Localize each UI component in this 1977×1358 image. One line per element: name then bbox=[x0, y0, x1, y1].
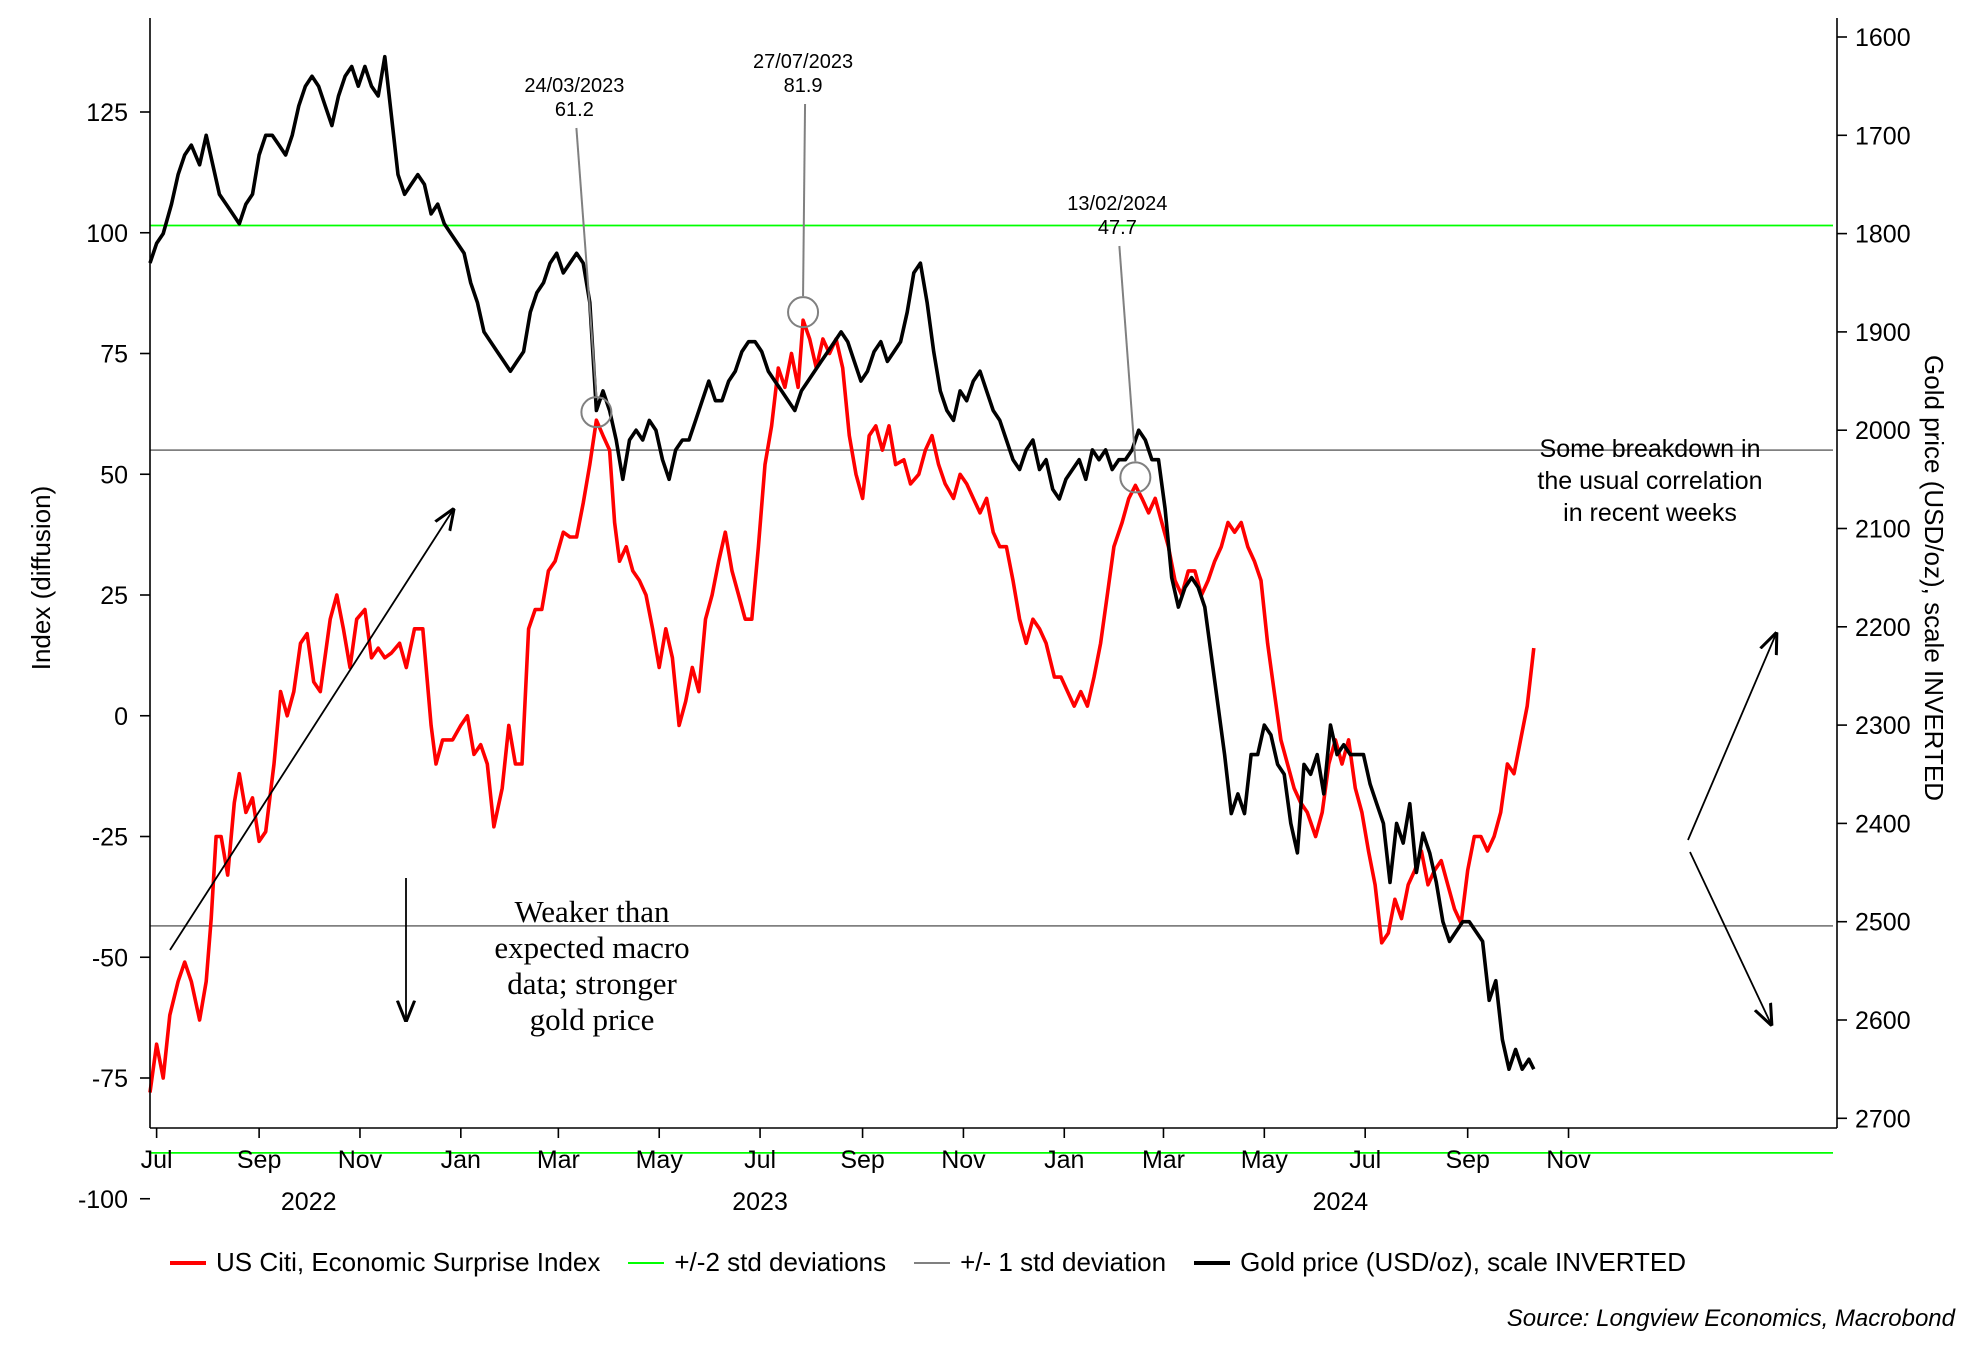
chart: 125 100 75 50 25 0 -25 -50 -75 -100 1600 1700 1800 19… bbox=[26, 18, 1949, 1216]
callout-date-label: 13/02/2024 bbox=[1067, 193, 1167, 215]
note-weaker-line: Weaker than bbox=[515, 894, 671, 929]
legend-label: Gold price (USD/oz), scale INVERTED bbox=[1240, 1247, 1687, 1277]
y-left-tick-label: -50 bbox=[92, 944, 128, 972]
annotation-arrow bbox=[1687, 634, 1776, 841]
callout-date-label: 24/03/2023 bbox=[524, 75, 624, 97]
x-tick-label: Nov bbox=[941, 1146, 986, 1174]
y-right-tick-label: 2100 bbox=[1855, 516, 1911, 544]
callout-value-label: 47.7 bbox=[1098, 217, 1137, 239]
x-tick-label: Nov bbox=[1546, 1146, 1591, 1174]
y-axis-left-title: Index (diffusion) bbox=[26, 486, 56, 671]
y-left-tick-label: -75 bbox=[92, 1065, 128, 1093]
y-right-tick-label: 2200 bbox=[1855, 614, 1911, 642]
legend-swatch bbox=[914, 1261, 951, 1264]
x-tick-label: Sep bbox=[840, 1146, 884, 1174]
series-layer bbox=[148, 54, 1536, 1093]
surprise-index-line bbox=[148, 318, 1536, 1093]
y-left-tick-label: 75 bbox=[100, 341, 128, 369]
x-tick-label: Nov bbox=[338, 1146, 383, 1174]
y-right-tick-label: 2600 bbox=[1855, 1007, 1911, 1035]
year-label: 2024 bbox=[1313, 1188, 1369, 1216]
legend-item: Gold price (USD/oz), scale INVERTED bbox=[1194, 1247, 1686, 1278]
legend-label: +/-2 std deviations bbox=[674, 1247, 887, 1277]
y-right-tick-label: 1700 bbox=[1855, 122, 1911, 150]
note-weaker-line: gold price bbox=[530, 1002, 655, 1037]
x-tick-label: Jan bbox=[1044, 1146, 1084, 1174]
callout-value-label: 81.9 bbox=[784, 75, 823, 97]
legend-label: +/- 1 std deviation bbox=[960, 1247, 1167, 1277]
x-tick-label: Jul bbox=[744, 1146, 776, 1174]
y-left-tick-label: 50 bbox=[100, 461, 128, 489]
x-tick-label: Jan bbox=[441, 1146, 481, 1174]
callout-circle bbox=[580, 396, 613, 429]
y-left-tick-label: -25 bbox=[92, 824, 128, 852]
callout-leader bbox=[1118, 245, 1137, 462]
gold-price-line bbox=[148, 54, 1536, 1071]
plot-frame-layer bbox=[149, 18, 1838, 1129]
x-tick-label: May bbox=[1241, 1146, 1289, 1174]
y-right-tick-label: 2400 bbox=[1855, 810, 1911, 838]
reference-lines-layer bbox=[150, 224, 1833, 1154]
note-weaker-line: expected macro bbox=[494, 930, 689, 965]
y-right-tick-label: 1900 bbox=[1855, 319, 1911, 347]
annotation-arrow bbox=[169, 510, 453, 951]
legend-swatch bbox=[170, 1260, 206, 1265]
legend-swatch bbox=[628, 1261, 665, 1264]
note-breakdown-line: Some breakdown in bbox=[1540, 435, 1761, 463]
x-tick-label: May bbox=[636, 1146, 684, 1174]
legend-item: +/- 1 std deviation bbox=[914, 1247, 1166, 1278]
y-right-tick-label: 2700 bbox=[1855, 1105, 1911, 1133]
y-right-tick-label: 1800 bbox=[1855, 221, 1911, 249]
callout-date-label: 27/07/2023 bbox=[753, 51, 853, 73]
legend-item: +/-2 std deviations bbox=[628, 1247, 886, 1278]
x-tick-label: Sep bbox=[237, 1146, 281, 1174]
legend-swatch bbox=[1194, 1260, 1231, 1265]
note-breakdown-line: the usual correlation bbox=[1537, 467, 1762, 495]
legend-item: US Citi, Economic Surprise Index bbox=[170, 1247, 600, 1278]
source-note: Source: Longview Economics, Macrobond bbox=[1506, 1305, 1955, 1332]
y-left-tick-label: 0 bbox=[114, 703, 128, 731]
y-left-tick-label: 25 bbox=[100, 582, 128, 610]
callout-circle bbox=[787, 296, 820, 329]
callout-circle bbox=[1119, 461, 1152, 494]
y-axis-right-title: Gold price (USD/oz), scale INVERTED bbox=[1919, 355, 1949, 801]
note-weaker-line: data; stronger bbox=[507, 966, 677, 1001]
annotation-arrow bbox=[1689, 851, 1771, 1024]
x-tick-label: Mar bbox=[537, 1146, 580, 1174]
x-tick-label: Sep bbox=[1445, 1146, 1489, 1174]
callout-value-label: 61.2 bbox=[555, 99, 594, 121]
y-left-tick-label: -100 bbox=[78, 1186, 128, 1214]
x-tick-label: Mar bbox=[1142, 1146, 1185, 1174]
legend: US Citi, Economic Surprise Index +/-2 std… bbox=[170, 1247, 1686, 1278]
y-right-tick-label: 2000 bbox=[1855, 417, 1911, 445]
callout-leader bbox=[575, 127, 598, 397]
x-tick-label: Jul bbox=[1349, 1146, 1381, 1174]
legend-label: US Citi, Economic Surprise Index bbox=[216, 1247, 601, 1277]
year-label: 2022 bbox=[281, 1188, 337, 1216]
y-right-tick-label: 1600 bbox=[1855, 24, 1911, 52]
y-left-tick-label: 100 bbox=[86, 220, 128, 248]
year-label: 2023 bbox=[732, 1188, 788, 1216]
callout-leader bbox=[802, 103, 807, 297]
y-left-tick-label: 125 bbox=[86, 99, 128, 127]
ticks-layer: 125 100 75 50 25 0 -25 -50 -75 -100 1600 1700 1800 19… bbox=[78, 24, 1911, 1216]
note-breakdown-line: in recent weeks bbox=[1563, 499, 1737, 527]
y-right-tick-label: 2500 bbox=[1855, 909, 1911, 937]
y-right-tick-label: 2300 bbox=[1855, 712, 1911, 740]
x-tick-label: Jul bbox=[141, 1146, 173, 1174]
